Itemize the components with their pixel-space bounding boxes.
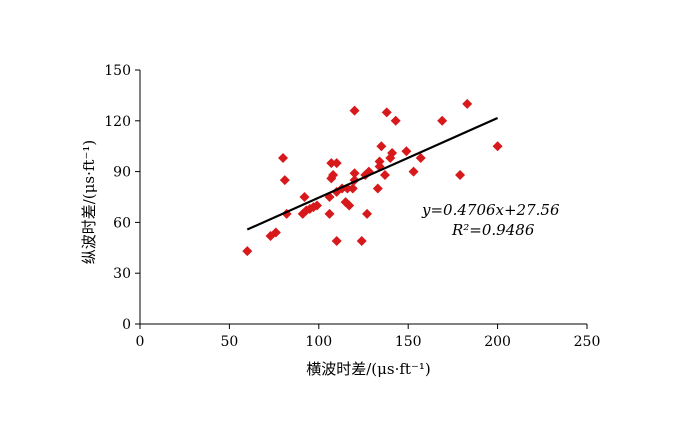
data-point: [312, 200, 323, 211]
x-tick-label: 200: [484, 334, 511, 350]
data-point: [387, 147, 398, 158]
data-point: [462, 98, 473, 109]
data-point: [408, 166, 419, 177]
data-point: [362, 208, 373, 219]
data-point: [437, 115, 448, 126]
data-point: [349, 105, 360, 116]
x-tick-label: 250: [574, 334, 601, 350]
data-point: [390, 115, 401, 126]
data-point: [328, 169, 339, 180]
y-tick-label: 120: [104, 114, 131, 130]
data-point: [455, 169, 466, 180]
y-tick-label: 0: [122, 317, 131, 333]
r-squared-label: R²=0.9486: [451, 221, 535, 239]
y-tick-label: 30: [113, 266, 131, 282]
data-point: [381, 107, 392, 118]
data-points: [242, 98, 503, 257]
data-point: [415, 153, 426, 164]
axes: [139, 70, 587, 325]
y-tick-label: 150: [104, 63, 131, 79]
data-point: [279, 175, 290, 186]
ticks: 0 50 100 150 200 250 0 30 60 90 120 150: [104, 63, 600, 350]
data-point: [376, 141, 387, 152]
regression-equation: y=0.4706x+27.56: [421, 201, 560, 219]
data-point: [372, 183, 383, 194]
data-point: [356, 236, 367, 247]
x-tick-label: 50: [220, 334, 238, 350]
x-tick-label: 0: [136, 334, 145, 350]
data-point: [349, 168, 360, 179]
data-point: [331, 158, 342, 169]
data-point: [270, 227, 281, 238]
data-point: [331, 236, 342, 247]
data-point: [278, 153, 289, 164]
data-point: [242, 246, 253, 257]
y-tick-label: 60: [113, 215, 131, 231]
x-tick-label: 100: [305, 334, 332, 350]
trendline: [246, 116, 499, 231]
y-axis-title: 纵波时差/(μs·ft⁻¹): [80, 140, 98, 264]
data-point: [326, 158, 337, 169]
data-point: [347, 183, 358, 194]
y-tick-label: 90: [113, 165, 131, 181]
data-point: [344, 200, 355, 211]
x-tick-label: 150: [395, 334, 422, 350]
data-point: [401, 146, 412, 157]
data-point: [324, 208, 335, 219]
data-point: [374, 156, 385, 167]
data-point: [379, 169, 390, 180]
data-point: [492, 141, 503, 152]
data-point: [299, 192, 310, 202]
x-axis-title: 横波时差/(μs·ft⁻¹): [306, 360, 430, 378]
